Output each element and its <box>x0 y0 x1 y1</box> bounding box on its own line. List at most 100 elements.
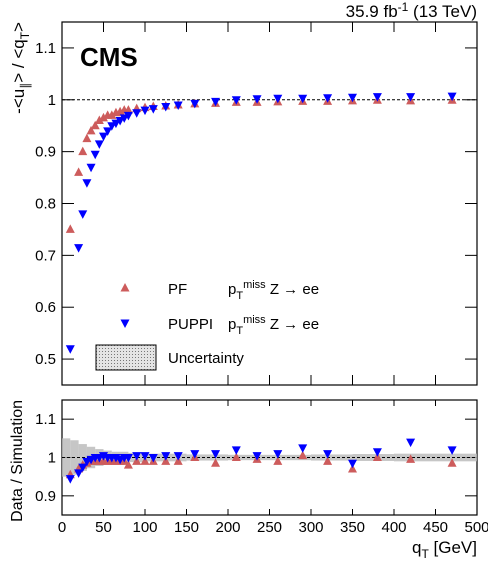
marker <box>211 97 221 107</box>
marker <box>65 224 75 233</box>
marker <box>74 244 84 253</box>
experiment-label: CMS <box>80 42 138 72</box>
legend-process-part: p <box>228 281 236 298</box>
x-tick-label: 300 <box>298 519 323 536</box>
y-tick-label: 1 <box>48 450 56 467</box>
legend-process-part: Z → ee <box>266 316 319 333</box>
marker <box>447 446 457 455</box>
marker <box>406 93 416 102</box>
marker <box>298 450 308 460</box>
x-tick-label: 400 <box>381 519 406 536</box>
marker <box>94 140 104 149</box>
uncertainty-band <box>311 454 353 461</box>
marker <box>447 458 457 467</box>
legend-label: PUPPI <box>168 316 213 333</box>
legend-process-part: Z → ee <box>266 281 319 298</box>
marker <box>323 94 333 103</box>
marker <box>273 456 283 465</box>
marker <box>86 163 96 173</box>
x-label-part: q <box>412 538 421 557</box>
marker <box>372 93 382 102</box>
marker <box>211 450 221 459</box>
x-tick-label: 500 <box>464 519 488 536</box>
lumi-label-part: -1 <box>398 0 409 14</box>
marker <box>231 446 241 455</box>
marker <box>90 120 100 130</box>
legend-process-part: miss <box>243 279 266 291</box>
marker <box>406 438 416 448</box>
marker <box>323 450 333 459</box>
legend-band <box>95 344 157 371</box>
y-label-part: T <box>18 31 32 39</box>
x-label-part: T <box>421 547 429 561</box>
y-label: -<u∥> / <qT> <box>9 22 32 114</box>
x-tick-label: 200 <box>215 519 240 536</box>
legend-process: pTmiss Z → ee <box>228 314 319 337</box>
legend-process-part: miss <box>243 314 266 326</box>
marker <box>123 105 133 114</box>
lumi-label: 35.9 fb-1 (13 TeV) <box>346 0 477 21</box>
marker <box>78 463 88 473</box>
y-tick-label: 0.6 <box>35 299 56 316</box>
marker <box>161 452 171 461</box>
marker <box>132 452 142 461</box>
marker <box>99 132 108 142</box>
y-label-part: > / <q <box>9 39 28 82</box>
marker <box>348 93 357 103</box>
marker <box>65 475 75 484</box>
marker <box>123 111 133 121</box>
y-tick-label: 1 <box>48 92 56 109</box>
marker <box>103 127 113 136</box>
marker <box>348 459 357 469</box>
marker <box>86 125 96 135</box>
legend-process: pTmiss Z → ee <box>228 279 319 302</box>
marker <box>78 146 88 156</box>
marker <box>94 115 104 125</box>
marker <box>140 452 150 461</box>
marker <box>298 444 308 453</box>
marker <box>74 167 84 176</box>
uncertainty-band <box>435 453 477 462</box>
x-tick-label: 100 <box>132 519 157 536</box>
x-label: qT [GeV] <box>412 538 477 561</box>
marker <box>273 94 283 104</box>
marker <box>99 112 108 122</box>
y-tick-label: 0.8 <box>35 196 56 213</box>
x-tick-label: 250 <box>257 519 282 536</box>
marker <box>252 452 262 461</box>
marker <box>406 454 416 463</box>
x-tick-label: 150 <box>174 519 199 536</box>
y-label-part: -<u <box>9 89 28 114</box>
x-tick-label: 50 <box>95 519 112 536</box>
ratio-y-label: Data / Simulation <box>9 400 26 522</box>
marker <box>161 103 171 112</box>
y-tick-label: 0.5 <box>35 351 56 368</box>
x-tick-label: 0 <box>58 519 66 536</box>
lumi-label-part: (13 TeV) <box>408 2 477 21</box>
uncertainty-band <box>62 438 71 477</box>
marker <box>323 456 333 465</box>
y-tick-label: 1.1 <box>35 411 56 428</box>
x-tick-label: 350 <box>340 519 365 536</box>
lumi-label-part: 35.9 fb <box>346 2 398 21</box>
legend-process-part: T <box>236 325 243 337</box>
y-tick-label: 0.7 <box>35 247 56 264</box>
legend-marker <box>120 283 130 292</box>
marker <box>173 101 183 110</box>
marker <box>140 106 150 116</box>
legend-process-part: T <box>236 290 243 302</box>
marker <box>298 94 308 104</box>
marker <box>123 454 133 463</box>
marker <box>447 92 457 102</box>
marker <box>132 109 142 118</box>
marker <box>273 450 283 459</box>
y-tick-label: 1.1 <box>35 40 56 57</box>
marker <box>190 450 200 459</box>
x-tick-label: 450 <box>423 519 448 536</box>
marker <box>148 454 158 463</box>
uncertainty-band <box>269 454 311 461</box>
marker <box>90 150 100 160</box>
marker <box>211 458 221 467</box>
marker <box>82 179 92 188</box>
